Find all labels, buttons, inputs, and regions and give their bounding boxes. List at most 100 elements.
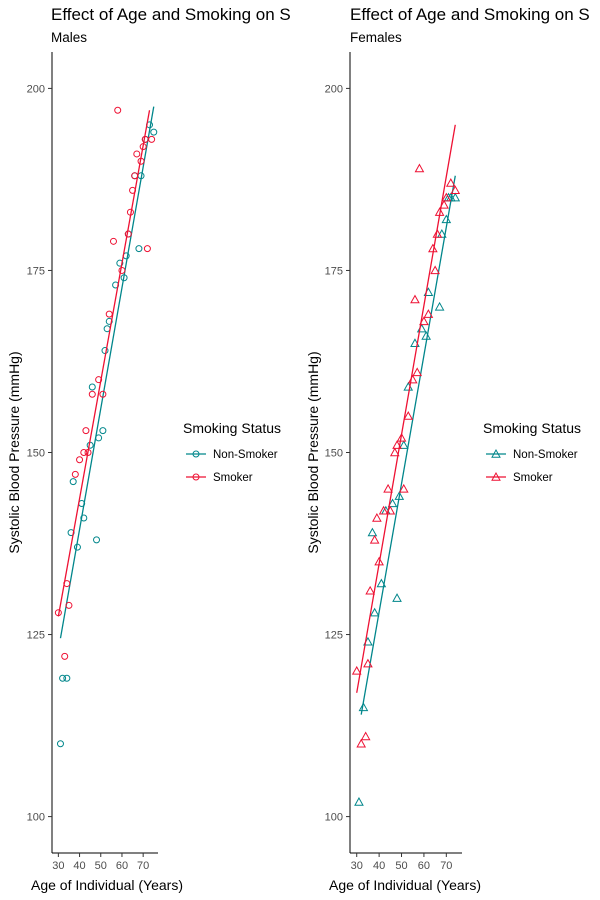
data-point [143, 245, 151, 253]
x-tick-label: 50 [95, 860, 107, 872]
x-tick-label: 40 [373, 860, 385, 872]
data-point [118, 266, 126, 274]
data-point [378, 505, 389, 515]
legend-title: Smoking Status [483, 420, 581, 436]
data-point [71, 470, 79, 478]
legend-key-marker [192, 473, 200, 481]
data-point [403, 381, 414, 391]
y-tick-label: 125 [325, 630, 343, 642]
legend-label: Smoker [213, 472, 253, 484]
fit-line [360, 175, 456, 715]
fit-line [356, 124, 456, 693]
data-point [63, 674, 71, 682]
data-point [432, 229, 443, 238]
x-tick-label: 60 [116, 860, 128, 872]
data-point [434, 301, 445, 311]
data-point [61, 652, 69, 660]
series-non-smoker [56, 106, 158, 748]
y-tick-label: 200 [325, 83, 343, 95]
data-point [392, 440, 402, 449]
x-axis-title: Age of Individual (Years) [31, 877, 183, 893]
data-point [365, 585, 376, 595]
data-point [80, 449, 88, 456]
data-point [376, 578, 387, 588]
data-point [421, 330, 432, 340]
data-point [93, 536, 101, 544]
data-point [419, 316, 429, 326]
x-tick-label: 30 [351, 860, 363, 872]
data-point [116, 259, 124, 267]
x-tick-label: 50 [395, 860, 407, 872]
y-tick-label: 175 [325, 265, 343, 277]
legend-key-marker [192, 450, 200, 458]
y-tick-label: 150 [27, 448, 45, 460]
data-point [423, 309, 434, 318]
data-point [133, 150, 141, 158]
data-point [398, 483, 409, 493]
data-point [414, 163, 425, 173]
chart-title: Effect of Age and Smoking on S [350, 5, 590, 24]
legend-label: Non-Smoker [213, 449, 278, 461]
data-point [369, 534, 380, 544]
data-point [369, 607, 380, 617]
data-point [360, 731, 371, 741]
fit-line [59, 106, 155, 639]
y-tick-label: 200 [27, 83, 45, 95]
data-point [387, 498, 398, 508]
data-point [109, 237, 117, 245]
data-point [76, 456, 84, 464]
data-point [450, 192, 461, 202]
x-tick-label: 60 [418, 860, 430, 872]
chart-subtitle: Females [350, 30, 402, 45]
legend: Smoking Status Non-Smoker Smoker [483, 420, 581, 484]
data-point [88, 390, 96, 398]
data-point [65, 601, 73, 609]
fit-line [57, 110, 151, 617]
y-axis-title: Systolic Blood Pressure (mmHg) [305, 351, 321, 553]
y-tick-label: 100 [325, 812, 343, 824]
data-point [412, 367, 423, 377]
series-smoker [351, 124, 461, 748]
data-point [441, 214, 452, 224]
data-point [88, 383, 96, 391]
data-point [363, 658, 373, 668]
legend-label: Smoker [513, 472, 553, 484]
y-tick-label: 175 [27, 265, 45, 277]
data-point [430, 265, 440, 275]
series-smoker [54, 106, 156, 660]
chart-subtitle: Males [51, 30, 87, 45]
data-point [441, 192, 452, 202]
data-point [396, 432, 407, 442]
x-axis-title: Age of Individual (Years) [329, 877, 481, 893]
data-point [383, 483, 393, 493]
data-point [407, 374, 418, 384]
legend-label: Non-Smoker [513, 449, 578, 461]
data-point [150, 128, 158, 136]
data-point [135, 245, 143, 253]
y-tick-label: 150 [325, 448, 343, 460]
legend-key-marker [491, 471, 501, 481]
x-tick-label: 40 [73, 860, 85, 872]
data-point [354, 796, 364, 806]
data-point [351, 665, 362, 675]
data-point [69, 478, 77, 486]
panel-males: Effect of Age and Smoking on S Males 100 12… [6, 5, 291, 893]
x-tick-label: 30 [52, 860, 64, 872]
x-tick-label: 70 [440, 860, 452, 872]
data-point [114, 106, 122, 114]
data-point [80, 514, 88, 522]
data-point [389, 447, 400, 457]
chart-title: Effect of Age and Smoking on S [51, 5, 291, 24]
data-point [398, 440, 409, 449]
data-point [372, 513, 382, 522]
x-tick-label: 70 [137, 860, 149, 872]
data-point [105, 317, 113, 325]
data-point [445, 178, 456, 187]
data-point [99, 427, 107, 435]
data-point [82, 427, 90, 435]
data-point [450, 185, 461, 195]
data-point [101, 347, 109, 355]
legend: Smoking Status Non-Smoker Smoker [183, 420, 281, 484]
data-point [392, 593, 402, 602]
y-tick-label: 125 [27, 630, 45, 642]
